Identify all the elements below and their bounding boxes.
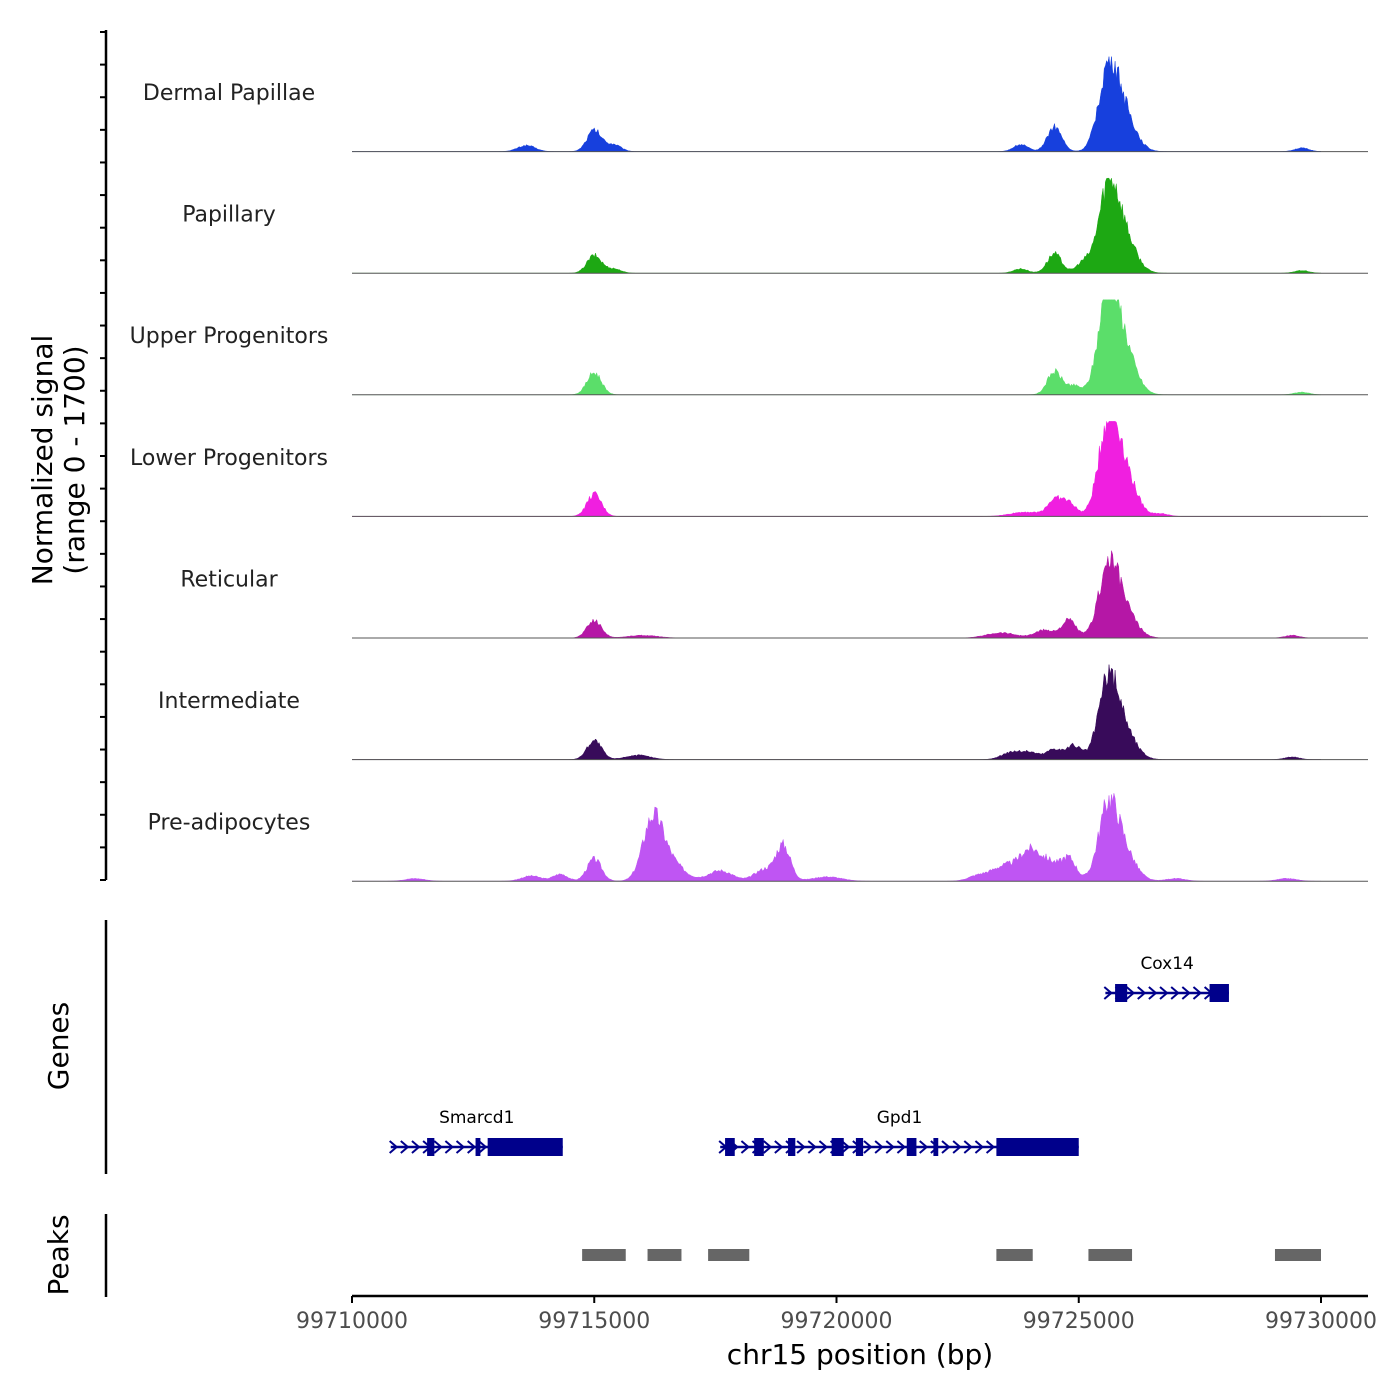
track-upper-progenitors: Upper Progenitors	[130, 299, 1368, 396]
strand-arrow	[1170, 986, 1180, 1000]
exon-box	[475, 1138, 481, 1156]
strand-arrow	[952, 1140, 962, 1154]
strand-arrow	[400, 1140, 410, 1154]
strand-arrow	[1148, 986, 1158, 1000]
strand-arrow	[841, 1140, 851, 1154]
coverage-area-dermal-papillae	[352, 56, 1322, 152]
x-tick-label: 99730000	[1265, 1309, 1377, 1334]
genes-panel-title: Genes	[42, 1002, 75, 1090]
strand-arrow	[974, 1140, 984, 1154]
strand-arrow	[774, 1140, 784, 1154]
gene-smarcd1: Smarcd1	[389, 1108, 563, 1156]
strand-arrow	[1103, 986, 1113, 1000]
strand-arrow	[433, 1140, 443, 1154]
track-label-lower-progenitors: Lower Progenitors	[130, 446, 328, 471]
track-lower-progenitors: Lower Progenitors	[130, 420, 1368, 517]
strand-arrow	[455, 1140, 466, 1154]
peak-region	[1088, 1249, 1133, 1261]
track-label-dermal-papillae: Dermal Papillae	[143, 81, 315, 106]
x-tick-label: 99710000	[296, 1309, 408, 1334]
exon-box	[831, 1138, 844, 1156]
x-tick-label: 99720000	[781, 1309, 893, 1334]
strand-arrow	[963, 1140, 973, 1154]
peak-region	[647, 1249, 682, 1261]
strand-arrow	[1125, 986, 1136, 1000]
x-axis: 99710000 99715000 99720000 99725000 99730000	[296, 1294, 1377, 1334]
exon-box	[754, 1138, 764, 1156]
exon-box	[788, 1138, 796, 1156]
track-label-pre-adipocytes: Pre-adipocytes	[148, 811, 311, 836]
coverage-area-reticular	[352, 550, 1321, 639]
coverage-tracks: Dermal Papillae Papillary Upper Progenitor…	[130, 56, 1368, 882]
strand-arrow	[1192, 986, 1202, 1000]
strand-arrow	[807, 1140, 817, 1154]
x-axis-title: chr15 position (bp)	[727, 1338, 993, 1371]
y-axis-title-group: Normalized signal (range 0 - 1700)	[26, 335, 91, 586]
coverage-area-intermediate	[352, 664, 1321, 760]
y-axis	[100, 30, 108, 881]
coverage-area-papillary	[352, 177, 1322, 274]
exon-box	[1209, 984, 1229, 1002]
exon-box	[487, 1138, 563, 1156]
gene-label-gpd1: Gpd1	[877, 1108, 923, 1128]
peak-region	[582, 1249, 626, 1261]
exon-box	[1115, 984, 1128, 1002]
strand-arrow	[818, 1140, 828, 1154]
peak-region	[996, 1249, 1033, 1261]
y-axis-title-line-1: Normalized signal	[26, 335, 59, 586]
gene-cox14: Cox14	[1103, 954, 1229, 1002]
gene-label-cox14: Cox14	[1140, 954, 1193, 974]
strand-arrow	[763, 1140, 773, 1154]
exon-box	[933, 1138, 939, 1156]
strand-arrow	[411, 1140, 421, 1154]
exon-box	[906, 1138, 917, 1156]
track-label-upper-progenitors: Upper Progenitors	[130, 324, 329, 349]
track-label-papillary: Papillary	[182, 203, 276, 228]
x-tick-label: 99725000	[1023, 1309, 1135, 1334]
track-papillary: Papillary	[182, 177, 1368, 274]
strand-arrow	[1181, 986, 1191, 1000]
peaks-panel-title: Peaks	[42, 1214, 75, 1295]
gene-track: Cox14 Smarcd1 Gpd1	[104, 920, 1229, 1174]
strand-arrow	[941, 1140, 951, 1154]
track-dermal-papillae: Dermal Papillae	[143, 56, 1368, 153]
x-tick-label: 99715000	[538, 1309, 650, 1334]
gene-label-smarcd1: Smarcd1	[439, 1108, 514, 1128]
strand-arrow	[796, 1140, 806, 1154]
exon-box	[725, 1138, 735, 1156]
coverage-area-upper-progenitors	[352, 299, 1322, 396]
coverage-area-lower-progenitors	[352, 420, 1321, 517]
track-reticular: Reticular	[180, 550, 1368, 639]
coverage-area-pre-adipocytes	[352, 793, 1321, 882]
strand-arrow	[863, 1140, 873, 1154]
strand-arrow	[1137, 986, 1147, 1000]
peak-track	[104, 1214, 1321, 1297]
exon-box	[996, 1138, 1079, 1156]
strand-arrow	[919, 1140, 929, 1154]
strand-arrow	[1159, 986, 1169, 1000]
strand-arrow	[896, 1140, 906, 1154]
y-axis-title-line-2: (range 0 - 1700)	[58, 345, 91, 574]
strand-arrow	[874, 1140, 884, 1154]
strand-arrow	[740, 1140, 750, 1154]
track-intermediate: Intermediate	[158, 664, 1368, 761]
strand-arrow	[985, 1140, 996, 1154]
strand-arrow	[478, 1140, 488, 1154]
exon-box	[427, 1138, 435, 1156]
peak-region	[1274, 1249, 1321, 1261]
strand-arrow	[444, 1140, 454, 1154]
track-pre-adipocytes: Pre-adipocytes	[148, 793, 1368, 882]
strand-arrow	[467, 1140, 477, 1154]
track-label-reticular: Reticular	[180, 567, 278, 592]
peak-region	[708, 1249, 750, 1261]
exon-box	[855, 1138, 864, 1156]
gene-gpd1: Gpd1	[718, 1108, 1079, 1156]
strand-arrow	[389, 1140, 399, 1154]
strand-arrow	[885, 1140, 895, 1154]
track-label-intermediate: Intermediate	[158, 689, 300, 714]
